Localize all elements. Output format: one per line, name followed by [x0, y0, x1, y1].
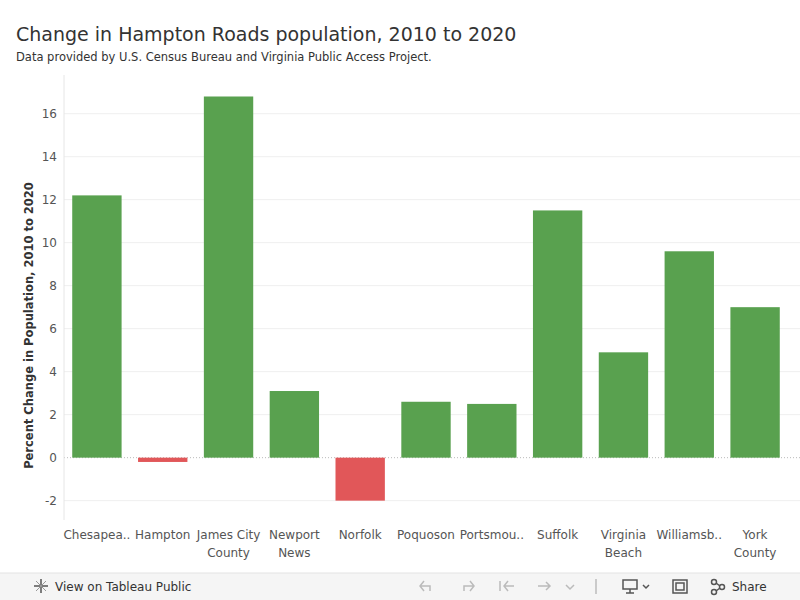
bar	[72, 195, 121, 457]
y-tick-label: 8	[49, 279, 57, 293]
bar	[730, 307, 779, 457]
footer-bar	[0, 573, 800, 600]
separator	[595, 579, 597, 594]
x-tick-label: Suffolk	[537, 528, 578, 542]
download-dropdown[interactable]	[643, 585, 649, 588]
background	[0, 0, 800, 600]
share-icon[interactable]	[720, 585, 725, 590]
grid-line	[64, 242, 800, 243]
share-icon[interactable]	[712, 580, 717, 585]
fullscreen-icon[interactable]	[673, 580, 687, 593]
share-icon[interactable]	[712, 590, 717, 595]
y-axis-line	[64, 75, 65, 520]
y-axis-label: Percent Change in Population, 2010 to 20…	[22, 182, 36, 469]
x-tick-label: YorkCounty	[734, 528, 777, 560]
bar	[138, 458, 187, 462]
footer-border	[0, 573, 800, 574]
x-tick-label: Norfolk	[339, 528, 382, 542]
y-tick-label: 10	[42, 236, 57, 250]
tableau-icon	[34, 579, 48, 593]
bar	[665, 251, 714, 457]
bar	[336, 458, 385, 501]
share-icon-lines	[716, 583, 720, 591]
subtitle: Data provided by U.S. Census Bureau and …	[16, 50, 432, 64]
y-tick-label: 6	[49, 322, 57, 336]
bar	[204, 96, 253, 457]
toolbar-icons-dark	[623, 580, 725, 595]
view-on-tableau[interactable]: View on Tableau Public	[55, 580, 191, 594]
y-tick-label: 0	[49, 451, 57, 465]
grid-line	[64, 199, 800, 200]
grid	[64, 114, 800, 501]
x-tick-label: James CityCounty	[196, 528, 261, 560]
toolbar-icons	[420, 579, 596, 594]
x-tick-label: Williamsb..	[657, 528, 722, 542]
redo-icon	[464, 581, 474, 591]
x-tick-label: NewportNews	[269, 528, 320, 560]
download-icon[interactable]	[623, 580, 637, 593]
x-tick-label: Portsmou..	[460, 528, 524, 542]
x-tick-label: Chesapea..	[63, 528, 130, 542]
y-tick-label: 14	[42, 150, 57, 164]
refresh-icon	[538, 582, 550, 590]
grid-line	[64, 500, 800, 501]
revert-icon	[500, 581, 514, 591]
y-tick-label: 2	[49, 408, 57, 422]
bar	[270, 391, 319, 458]
bar	[467, 404, 516, 458]
y-tick-label: -2	[45, 494, 57, 508]
x-tick-label: Poquoson	[397, 528, 455, 542]
y-tick-label: 16	[42, 107, 57, 121]
grid-line	[64, 113, 800, 114]
bars	[72, 96, 780, 500]
y-tick-label: 12	[42, 193, 57, 207]
chart: Change in Hampton Roads population, 2010…	[0, 0, 800, 600]
x-tick-label: Hampton	[135, 528, 190, 542]
x-tick-label: VirginiaBeach	[601, 528, 646, 560]
bar	[401, 402, 450, 458]
undo-icon	[420, 581, 430, 591]
dropdown-icon	[566, 585, 574, 589]
y-tick-label: 4	[49, 365, 57, 379]
bar	[599, 352, 648, 457]
grid-line	[64, 156, 800, 157]
bar	[533, 210, 582, 457]
share-button[interactable]: Share	[732, 580, 767, 594]
title: Change in Hampton Roads population, 2010…	[16, 23, 516, 45]
